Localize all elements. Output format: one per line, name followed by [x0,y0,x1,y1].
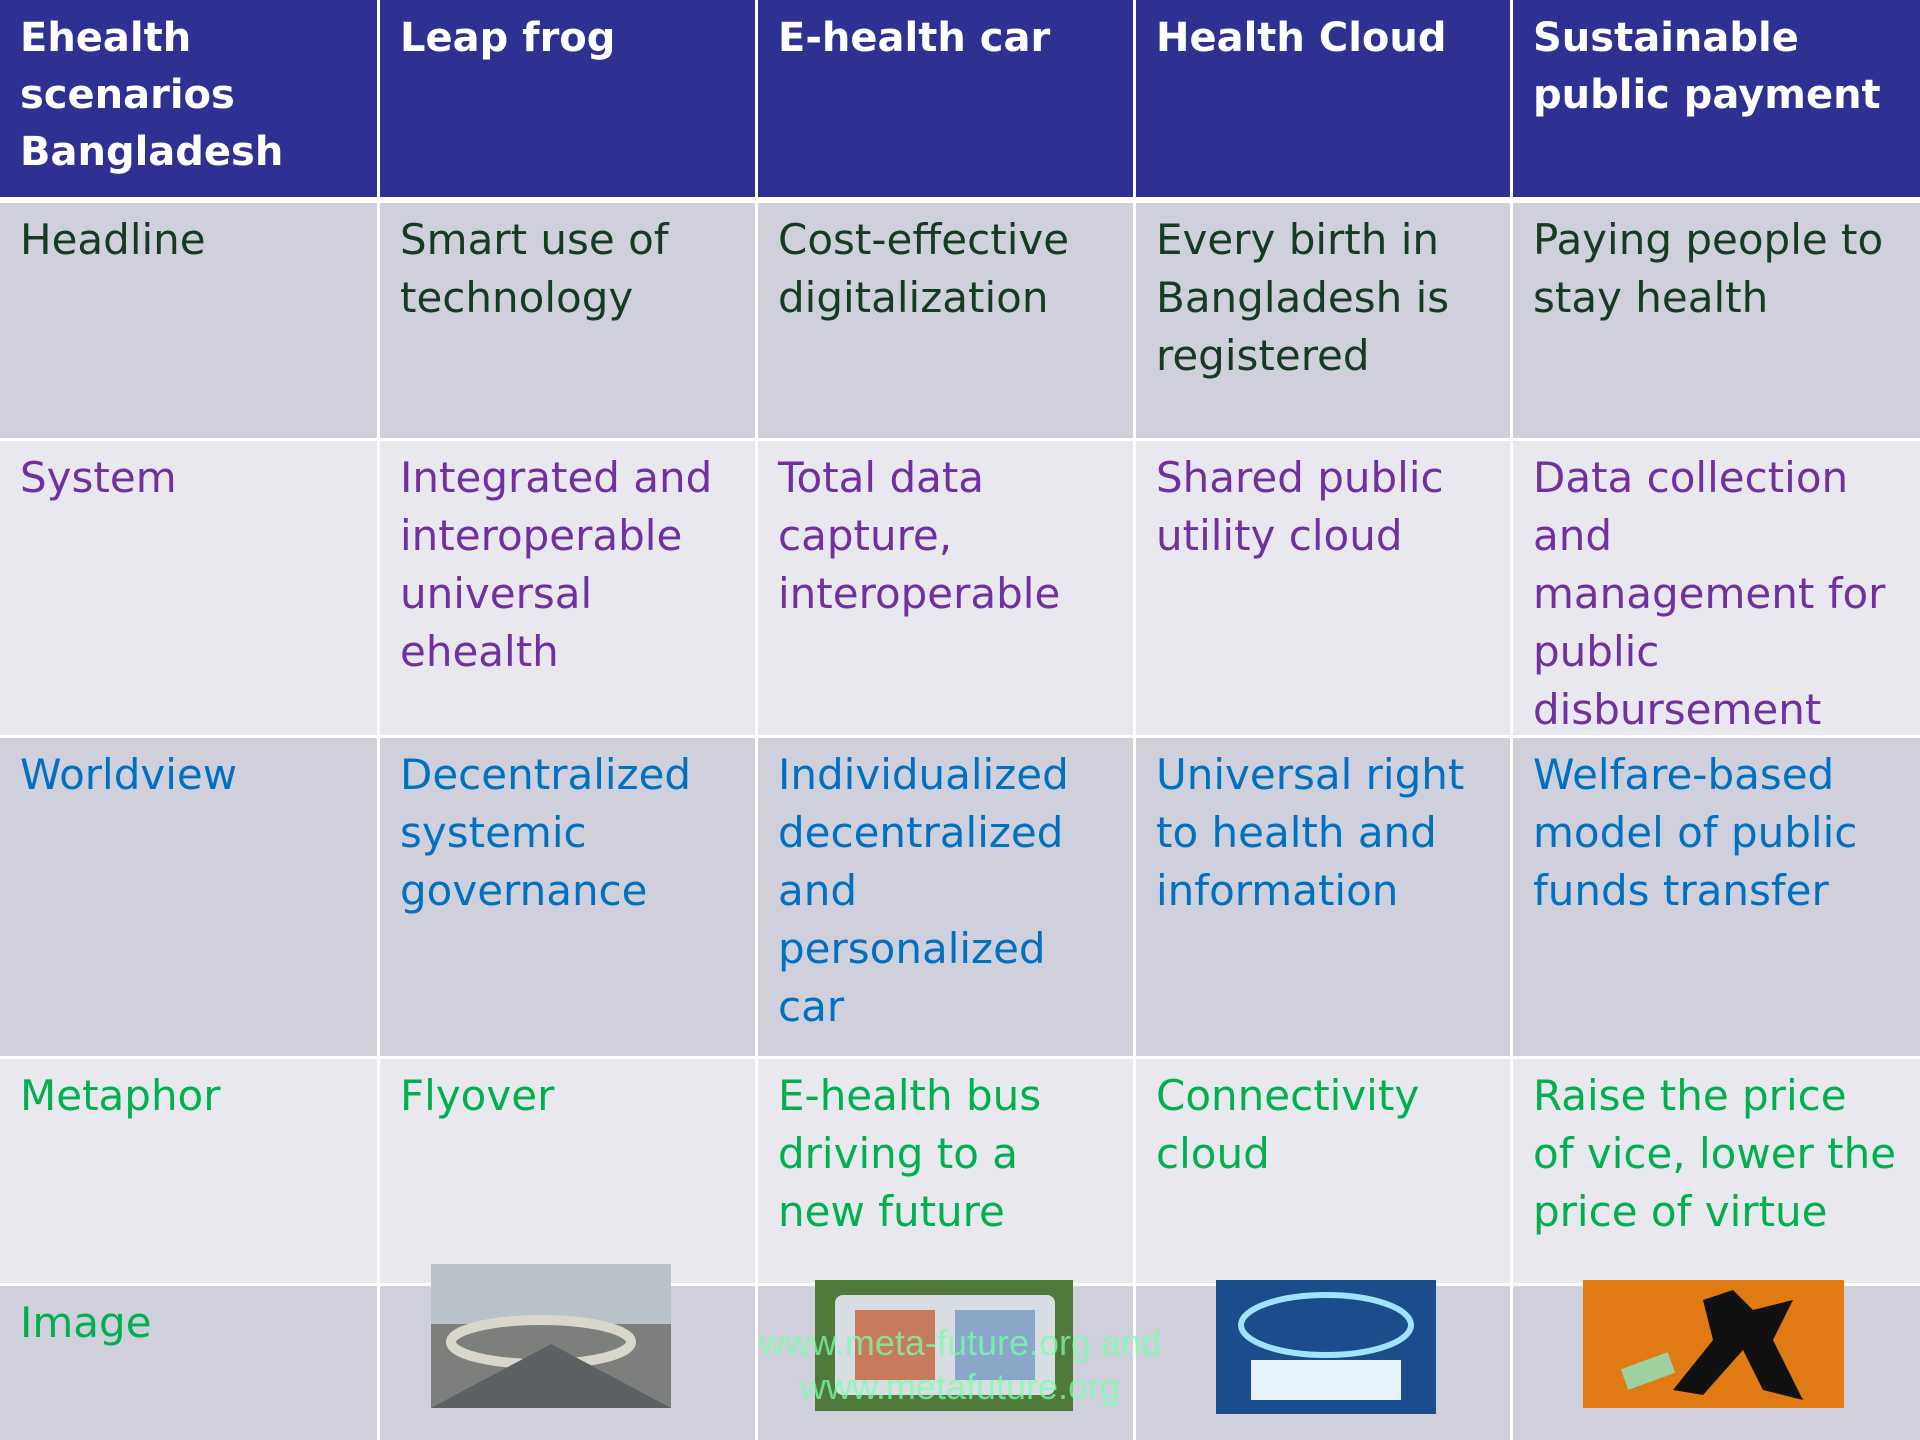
bus-image [815,1280,1073,1411]
row-label: Worldview [0,738,377,1056]
watermark-text: www.metafuture.org [799,1366,1121,1407]
table-cell: Shared public utility cloud [1136,441,1510,735]
payment-image [1583,1280,1844,1408]
table-cell: Total data capture, interoperable [758,441,1133,735]
cloud-image [1216,1280,1436,1414]
table-cell: Decentralized systemic governance [380,738,755,1056]
table-cell: Individualized decentralized and persona… [758,738,1133,1056]
header-cell: Health Cloud [1136,0,1510,197]
table-cell: Cost-effective digitalization [758,203,1133,438]
watermark-text: www.meta-future.org and [758,1322,1162,1363]
table-cell: Smart use of technology [380,203,755,438]
header-cell: Leap frog [380,0,755,197]
table-cell: Paying people to stay health [1513,203,1920,438]
row-label: System [0,441,377,735]
table-cell: Every birth in Bangladesh is registered [1136,203,1510,438]
table-cell: Universal right to health and informatio… [1136,738,1510,1056]
table-cell: Data collection and management for publi… [1513,441,1920,735]
table-cell: Flyover [380,1059,755,1283]
header-cell: Ehealth scenarios Bangladesh [0,0,377,197]
header-cell: E-health car [758,0,1133,197]
table-cell: E-health bus driving to a new future [758,1059,1133,1283]
row-label: Image [0,1286,377,1440]
table-cell: Integrated and interoperable universal e… [380,441,755,735]
header-cell: Sustainable public payment [1513,0,1920,197]
table-cell: Connectivity cloud [1136,1059,1510,1283]
table-cell: Welfare-based model of public funds tran… [1513,738,1920,1056]
row-label: Headline [0,203,377,438]
table-cell: Raise the price of vice, lower the price… [1513,1059,1920,1283]
row-label: Metaphor [0,1059,377,1283]
flyover-image [431,1264,671,1408]
